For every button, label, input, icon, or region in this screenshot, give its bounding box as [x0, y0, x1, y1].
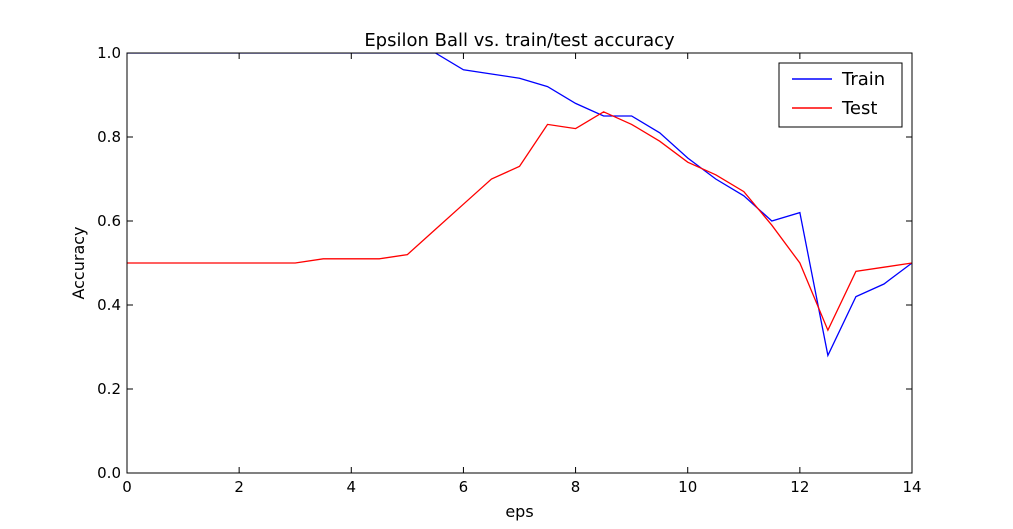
x-tick-label: 4 [347, 478, 357, 496]
x-tick-label: 0 [122, 478, 132, 496]
x-tick-label: 10 [678, 478, 697, 496]
y-tick-label: 0.0 [97, 464, 121, 482]
legend-label-test: Test [841, 98, 877, 119]
legend: Train Test [778, 62, 903, 128]
y-tick-label: 0.4 [97, 296, 121, 314]
y-tick-label: 0.8 [97, 128, 121, 146]
x-tick-label: 8 [571, 478, 581, 496]
x-tick-label: 2 [234, 478, 244, 496]
legend-label-train: Train [841, 69, 885, 90]
legend-box [778, 62, 903, 128]
x-tick-label: 6 [459, 478, 469, 496]
series-group [127, 53, 912, 358]
x-tick-label: 14 [902, 478, 921, 496]
plot-frame [126, 52, 913, 474]
x-tick-label: 12 [790, 478, 809, 496]
x-axis-label: eps [505, 502, 533, 521]
x-axis-ticks: 0 2 4 6 8 10 12 14 [122, 53, 922, 496]
y-axis-ticks: 0.0 0.2 0.4 0.6 0.8 1.0 [97, 44, 912, 482]
chart-title: Epsilon Ball vs. train/test accuracy [364, 30, 675, 51]
y-tick-label: 1.0 [97, 44, 121, 62]
y-tick-label: 0.6 [97, 212, 121, 230]
series-line-train [127, 53, 912, 358]
series-line-test [127, 111, 912, 332]
y-axis-label: Accuracy [69, 226, 88, 299]
y-tick-label: 0.2 [97, 380, 121, 398]
